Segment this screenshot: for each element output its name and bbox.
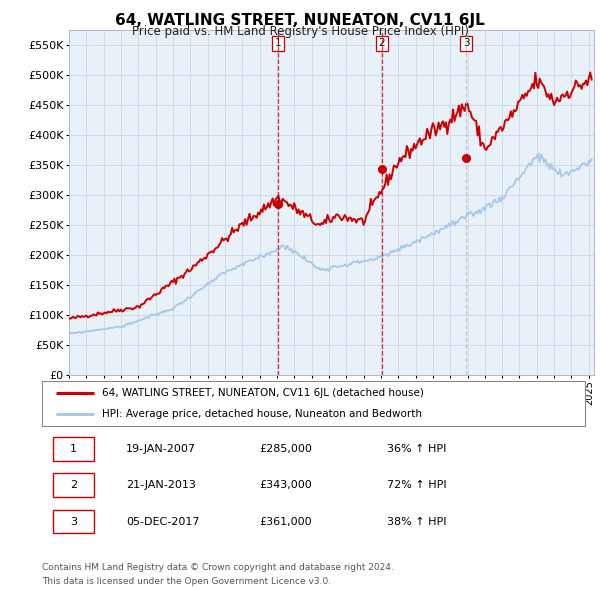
Text: 1: 1 <box>70 444 77 454</box>
Text: This data is licensed under the Open Government Licence v3.0.: This data is licensed under the Open Gov… <box>42 577 331 586</box>
FancyBboxPatch shape <box>53 473 94 497</box>
FancyBboxPatch shape <box>53 437 94 461</box>
Text: £343,000: £343,000 <box>259 480 312 490</box>
FancyBboxPatch shape <box>53 510 94 533</box>
Text: 21-JAN-2013: 21-JAN-2013 <box>126 480 196 490</box>
Text: 3: 3 <box>70 517 77 527</box>
Text: £285,000: £285,000 <box>259 444 312 454</box>
Text: 64, WATLING STREET, NUNEATON, CV11 6JL (detached house): 64, WATLING STREET, NUNEATON, CV11 6JL (… <box>102 388 424 398</box>
Text: 64, WATLING STREET, NUNEATON, CV11 6JL: 64, WATLING STREET, NUNEATON, CV11 6JL <box>115 13 485 28</box>
Text: 2: 2 <box>70 480 77 490</box>
Text: £361,000: £361,000 <box>259 517 312 527</box>
Text: Price paid vs. HM Land Registry's House Price Index (HPI): Price paid vs. HM Land Registry's House … <box>131 25 469 38</box>
Text: 36% ↑ HPI: 36% ↑ HPI <box>387 444 446 454</box>
Text: 2: 2 <box>379 38 385 48</box>
Text: 3: 3 <box>463 38 470 48</box>
FancyBboxPatch shape <box>42 381 585 426</box>
Text: HPI: Average price, detached house, Nuneaton and Bedworth: HPI: Average price, detached house, Nune… <box>102 409 422 419</box>
Text: Contains HM Land Registry data © Crown copyright and database right 2024.: Contains HM Land Registry data © Crown c… <box>42 563 394 572</box>
Text: 1: 1 <box>275 38 281 48</box>
Text: 72% ↑ HPI: 72% ↑ HPI <box>387 480 446 490</box>
Text: 19-JAN-2007: 19-JAN-2007 <box>126 444 196 454</box>
Text: 38% ↑ HPI: 38% ↑ HPI <box>387 517 446 527</box>
Text: 05-DEC-2017: 05-DEC-2017 <box>126 517 200 527</box>
